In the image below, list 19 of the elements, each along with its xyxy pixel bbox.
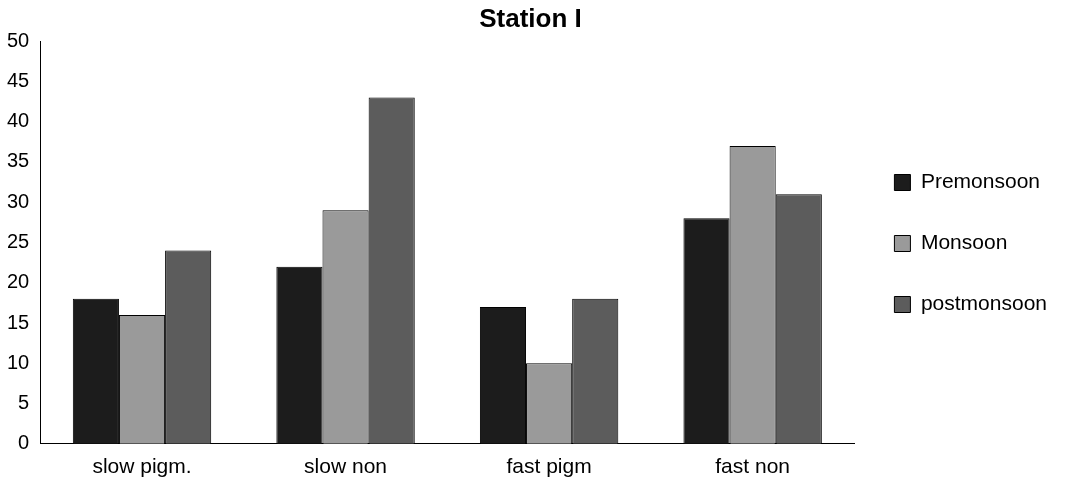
legend-label: Monsoon xyxy=(920,230,1008,254)
y-tick-label: 35 xyxy=(7,149,30,172)
y-tick-label: 20 xyxy=(7,270,30,293)
y-tick-label: 15 xyxy=(7,310,30,333)
y-tick-label: 45 xyxy=(7,68,30,91)
x-tick-label: slow pigm. xyxy=(92,454,192,478)
y-tick-label: 0 xyxy=(18,431,30,454)
y-tick-label: 40 xyxy=(7,109,30,132)
y-tick-label: 50 xyxy=(7,28,30,51)
legend-label: postmonsoon xyxy=(920,291,1048,315)
x-tick-label: fast non xyxy=(715,454,791,478)
chart-title: Station I xyxy=(479,2,582,33)
legend-label: Premonsoon xyxy=(920,169,1040,193)
y-tick-label: 25 xyxy=(7,230,30,253)
y-tick-label: 5 xyxy=(18,391,30,414)
y-tick-label: 30 xyxy=(7,189,30,212)
x-tick-label: slow non xyxy=(304,454,388,478)
y-tick-label: 10 xyxy=(7,350,30,373)
x-tick-label: fast pigm xyxy=(506,454,592,478)
